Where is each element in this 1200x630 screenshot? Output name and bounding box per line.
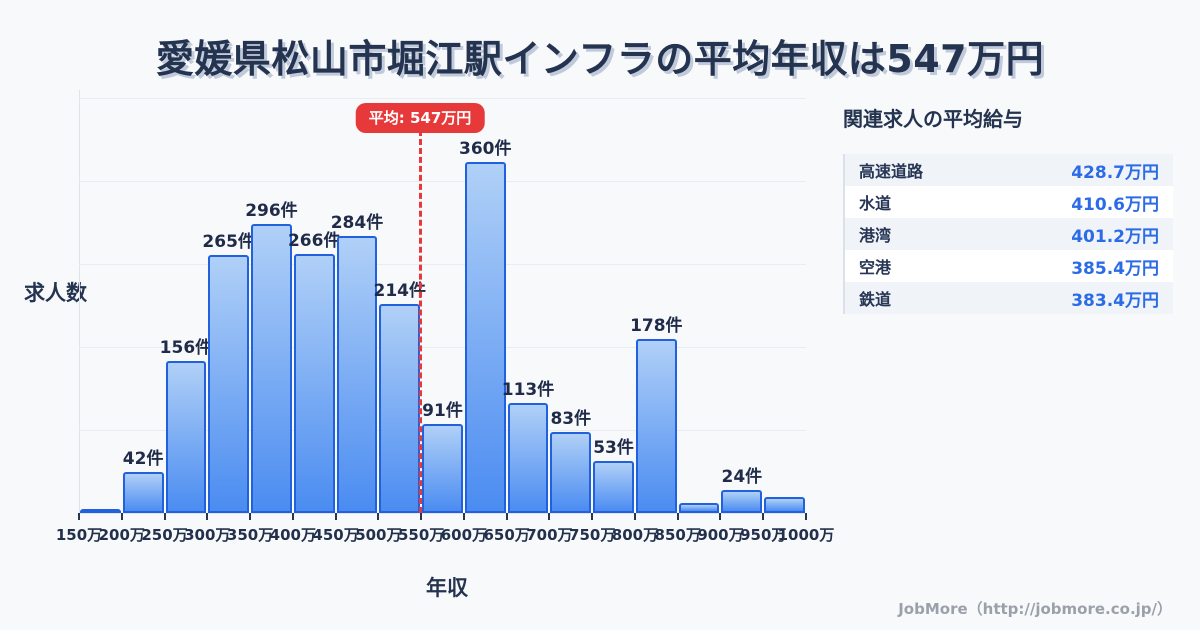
bar-label: 178件 (630, 316, 683, 336)
grid-line (79, 264, 806, 265)
bar (208, 255, 250, 513)
x-tick-label: 200万 (98, 526, 145, 544)
bar (721, 490, 763, 513)
x-tick-label: 450万 (312, 526, 359, 544)
row-label: 高速道路 (859, 162, 924, 181)
x-tick-label: 400万 (269, 526, 316, 544)
table-row: 高速道路 428.7万円 (845, 154, 1173, 186)
row-label: 水道 (859, 194, 892, 213)
table-row: 鉄道 383.4万円 (845, 282, 1173, 314)
y-axis-label: 求人数 (24, 281, 87, 305)
average-marker-badge: 平均: 547万円 (355, 103, 485, 133)
row-label: 空港 (859, 258, 892, 277)
x-tick-mark (762, 513, 765, 520)
row-value: 401.2万円 (1071, 226, 1159, 247)
bar (336, 236, 378, 513)
grid-line (79, 181, 806, 182)
x-tick-mark (420, 513, 423, 520)
bar (764, 497, 805, 513)
bar-label: 24件 (721, 467, 763, 487)
bar (251, 224, 292, 513)
table-row: 水道 410.6万円 (845, 186, 1173, 218)
x-tick-label: 700万 (526, 526, 573, 544)
histogram: 42件 156件 265件 296件 266件 284件 214件 91件 360件 113件 83… (56, 90, 834, 544)
x-tick-label: 350万 (226, 526, 274, 544)
bar (593, 461, 634, 513)
x-tick-mark (206, 513, 209, 520)
x-tick-mark (249, 513, 252, 520)
x-tick-mark (462, 513, 465, 520)
x-tick-mark (676, 513, 679, 520)
x-tick-label: 600万 (440, 526, 488, 544)
x-tick-label: 550万 (397, 526, 445, 544)
bar (464, 162, 506, 513)
x-tick-label: 850万 (654, 526, 701, 544)
x-tick-label: 750万 (569, 526, 616, 544)
bar-label: 265件 (202, 232, 255, 252)
bar (379, 304, 421, 513)
x-tick-label: 150万 (55, 526, 103, 544)
x-tick-mark (291, 513, 294, 520)
bar (122, 472, 164, 513)
row-label: 港湾 (859, 226, 892, 245)
row-label: 鉄道 (859, 290, 892, 309)
panel-title: 関連求人の平均給与 (843, 107, 1023, 131)
x-tick-mark (120, 513, 123, 520)
bar-label: 214件 (373, 281, 426, 301)
row-value: 383.4万円 (1071, 290, 1159, 311)
x-tick-mark (505, 513, 508, 520)
row-value: 410.6万円 (1071, 194, 1159, 215)
bar-label: 296件 (245, 201, 298, 221)
bar (165, 361, 207, 513)
x-tick-label: 300万 (184, 526, 231, 544)
grid-line (79, 347, 806, 348)
bar (550, 432, 592, 513)
bar-label: 83件 (550, 409, 592, 429)
x-tick-label: 1000万 (777, 526, 835, 544)
bar (422, 424, 463, 513)
x-tick-label: 250万 (141, 526, 188, 544)
bar-label: 91件 (422, 401, 463, 421)
salary-table: 高速道路 428.7万円水道 410.6万円港湾 401.2万円空港 385.4万円鉄道… (843, 154, 1173, 314)
x-tick-mark (334, 513, 337, 520)
bar-label: 156件 (159, 338, 213, 358)
x-tick-label: 950万 (740, 526, 787, 544)
x-tick-mark (591, 513, 594, 520)
x-tick-mark (719, 513, 722, 520)
x-tick-label: 900万 (697, 526, 744, 544)
x-tick-label: 800万 (611, 526, 659, 544)
bar-label: 113件 (501, 380, 555, 400)
row-value: 428.7万円 (1071, 162, 1159, 183)
x-tick-mark (78, 513, 80, 520)
x-tick-mark (548, 513, 551, 520)
x-tick-label: 500万 (355, 526, 402, 544)
bar (635, 339, 677, 513)
x-tick-mark (633, 513, 636, 520)
x-tick-mark (163, 513, 166, 520)
site-credit: JobMore（http://jobmore.co.jp/） (898, 600, 1172, 618)
bar-label: 284件 (330, 213, 384, 233)
bar-label: 360件 (459, 139, 512, 159)
x-tick-mark (805, 513, 807, 520)
bar (293, 254, 335, 513)
x-tick-label: 650万 (483, 526, 530, 544)
bar (507, 403, 549, 513)
bar-label: 42件 (122, 449, 164, 469)
row-value: 385.4万円 (1071, 258, 1159, 279)
y-axis-line (79, 90, 80, 513)
average-marker-line (419, 130, 422, 513)
bar-label: 53件 (593, 438, 634, 458)
x-tick-mark (377, 513, 380, 520)
x-axis-line (79, 513, 806, 514)
bar (80, 509, 121, 513)
bar (678, 503, 720, 513)
x-axis-label: 年収 (426, 576, 468, 600)
bar-label: 266件 (287, 231, 341, 251)
page-title: 愛媛県松山市堀江駅インフラの平均年収は547万円 (155, 37, 1045, 81)
related-salary-panel: 関連求人の平均給与 高速道路 428.7万円水道 410.6万円港湾 401.2万円空… (843, 103, 1173, 314)
table-row: 港湾 401.2万円 (845, 218, 1173, 250)
grid-line (79, 98, 806, 99)
table-row: 空港 385.4万円 (845, 250, 1173, 282)
